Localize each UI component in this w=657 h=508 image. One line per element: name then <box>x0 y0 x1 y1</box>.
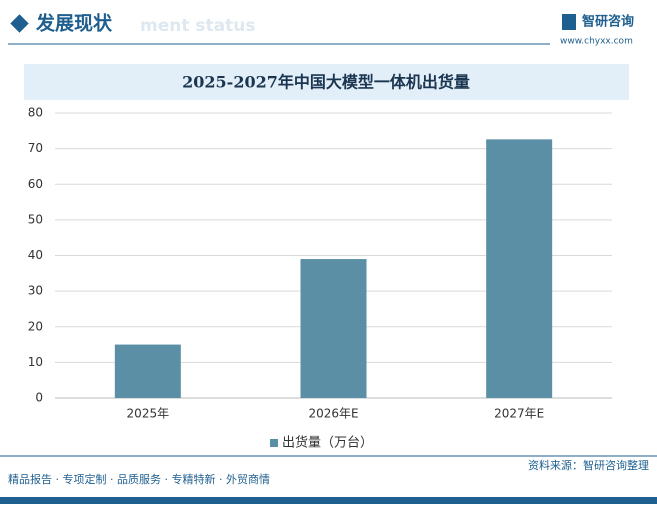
y-tick-label: 50 <box>28 212 43 226</box>
bar <box>114 344 181 398</box>
y-tick-label: 40 <box>28 248 43 262</box>
footer-source: 资料来源：智研咨询整理 <box>528 458 649 472</box>
header-title: 发展现状 <box>35 12 113 35</box>
title-band <box>24 64 629 100</box>
y-tick-label: 20 <box>28 319 43 333</box>
legend-swatch <box>270 439 278 447</box>
footer-bar <box>0 497 657 504</box>
x-tick-label: 2026年E <box>308 407 358 421</box>
bar <box>300 259 367 398</box>
y-tick-label: 60 <box>28 177 43 191</box>
x-tick-label: 2025年 <box>127 407 170 421</box>
header-watermark: ment status <box>140 16 255 36</box>
chart-title: 2025-2027年中国大模型一体机出货量 <box>182 73 470 92</box>
y-tick-label: 0 <box>35 391 43 405</box>
y-tick-label: 70 <box>28 141 43 155</box>
legend-label: 出货量（万台） <box>282 435 373 451</box>
y-tick-label: 10 <box>28 355 43 369</box>
logo-icon <box>562 14 576 30</box>
y-tick-label: 30 <box>28 284 43 298</box>
y-tick-label: 80 <box>28 106 43 120</box>
header-icon <box>10 14 29 33</box>
logo-name: 智研咨询 <box>582 14 634 30</box>
x-tick-label: 2027年E <box>494 407 544 421</box>
bar <box>486 139 553 399</box>
logo-url: www.chyxx.com <box>560 37 633 47</box>
footer-left: 精品报告 · 专项定制 · 品质服务 · 专精特新 · 外贸商情 <box>8 472 270 486</box>
plot: 0 10 20 30 40 50 60 70 80 2025年 2026年E 2027年E 出货量（万台… <box>28 106 612 451</box>
